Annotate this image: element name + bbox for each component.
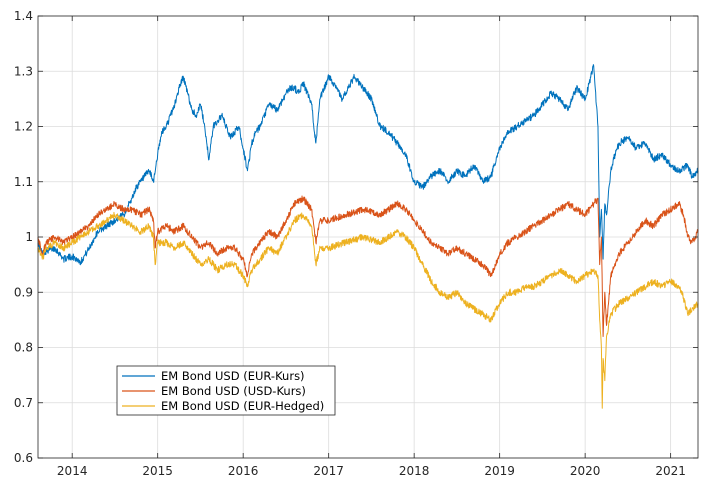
x-tick-label: 2017	[313, 464, 344, 478]
series-line-2	[37, 211, 699, 409]
legend-label: EM Bond USD (EUR-Kurs)	[161, 369, 305, 383]
series-line-1	[37, 195, 699, 337]
y-tick-label: 1.2	[14, 120, 33, 134]
y-tick-label: 1.4	[14, 9, 33, 23]
x-tick-label: 2016	[228, 464, 259, 478]
x-tick-label: 2019	[484, 464, 515, 478]
legend-label: EM Bond USD (EUR-Hedged)	[161, 399, 324, 413]
x-tick-label: 2015	[142, 464, 173, 478]
x-tick-label: 2020	[570, 464, 601, 478]
y-tick-label: 0.7	[14, 396, 33, 410]
series-line-0	[37, 64, 699, 266]
y-tick-label: 0.9	[14, 285, 33, 299]
x-tick-label: 2021	[655, 464, 686, 478]
series-lines	[37, 64, 699, 409]
y-tick-label: 0.8	[14, 341, 33, 355]
x-tick-label: 2018	[399, 464, 430, 478]
y-tick-label: 1.1	[14, 175, 33, 189]
legend: EM Bond USD (EUR-Kurs)EM Bond USD (USD-K…	[116, 365, 336, 416]
legend-label: EM Bond USD (USD-Kurs)	[161, 384, 306, 398]
y-tick-label: 0.6	[14, 451, 33, 465]
tick-marks	[38, 15, 698, 459]
y-tick-label: 1.3	[14, 64, 33, 78]
x-tick-labels: 2014 2015 2016 2017 2018 2019 2020 2021	[57, 464, 686, 478]
y-tick-labels: 0.6 0.7 0.8 0.9 1 1.1 1.2 1.3 1.4	[14, 9, 33, 465]
x-tick-label: 2014	[57, 464, 88, 478]
y-tick-label: 1	[25, 230, 33, 244]
